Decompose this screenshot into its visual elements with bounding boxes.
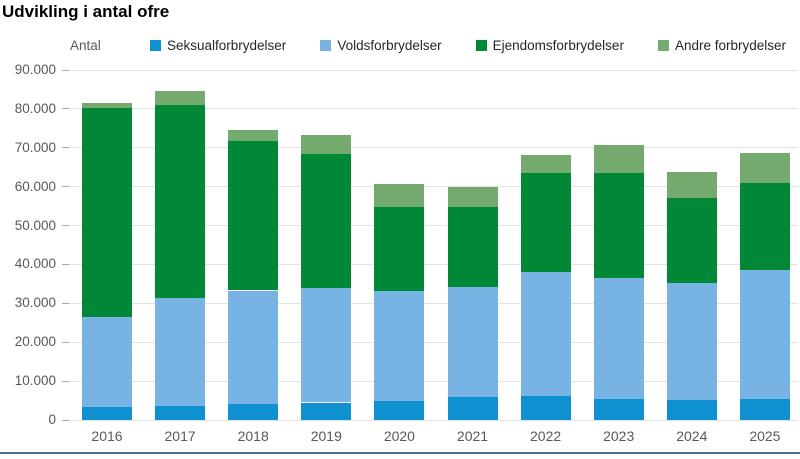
bar-segment-2016 xyxy=(82,102,132,109)
y-tick-label: 80.000 xyxy=(14,100,56,116)
y-tick-label: 40.000 xyxy=(14,256,56,272)
x-tick-label: 2018 xyxy=(237,428,269,444)
bar-segment-2021 xyxy=(447,206,498,288)
y-tick-label: 30.000 xyxy=(14,295,56,311)
y-tick-label: 70.000 xyxy=(14,139,56,155)
y-axis-tick xyxy=(62,419,69,421)
y-axis-tick xyxy=(62,108,69,110)
legend-item-label: Seksualforbrydelser xyxy=(167,37,287,53)
bar-segment-2025 xyxy=(739,270,790,399)
y-axis-tick xyxy=(62,302,69,304)
y-tick-label: 0 xyxy=(48,412,56,427)
y-tick-label: 90.000 xyxy=(14,62,56,77)
y-axis-tick xyxy=(62,147,69,149)
y-axis-tick xyxy=(62,380,69,382)
x-tick-label: 2021 xyxy=(456,428,489,444)
x-tick-label: 2017 xyxy=(164,428,196,444)
gridline xyxy=(62,186,798,188)
gridline xyxy=(62,263,798,265)
gridline xyxy=(62,419,798,421)
y-axis-unit-label: Antal xyxy=(70,38,101,53)
gridline xyxy=(62,147,798,149)
bar-segment-2021 xyxy=(447,186,498,207)
x-tick-label: 2016 xyxy=(91,428,123,444)
y-tick-label: 60.000 xyxy=(14,178,56,194)
legend-item: Andre forbrydelser xyxy=(657,37,786,53)
y-axis-tick xyxy=(62,263,69,265)
bar-segment-2016 xyxy=(82,108,132,318)
legend: Seksualforbrydelser Voldsforbrydelser Ejen… xyxy=(150,36,786,54)
legend-swatch-icon xyxy=(320,39,332,51)
chart-title: Udvikling i antal ofre xyxy=(2,2,170,21)
y-axis-tick xyxy=(62,341,69,343)
bar-segment-2024 xyxy=(666,172,717,198)
bar-segment-2018 xyxy=(228,404,279,420)
gridline xyxy=(62,341,798,343)
bar-segment-2019 xyxy=(301,287,352,403)
x-tick-label: 2025 xyxy=(749,428,781,444)
bar-segment-2024 xyxy=(666,197,717,283)
legend-item-label: Voldsforbrydelser xyxy=(337,37,442,53)
bar-segment-2017 xyxy=(155,406,206,420)
bar-segment-2016 xyxy=(82,406,132,420)
bar-segment-2018 xyxy=(228,129,279,141)
bar-segment-2020 xyxy=(374,207,425,291)
bar-segment-2023 xyxy=(593,278,644,400)
bar-segment-2017 xyxy=(155,104,206,298)
bar-segment-2019 xyxy=(301,154,352,288)
legend-item: Seksualforbrydelser xyxy=(150,38,286,53)
gridline xyxy=(62,380,798,382)
y-tick-label: 10.000 xyxy=(14,373,56,389)
y-axis-tick xyxy=(62,225,69,227)
x-tick-label: 2019 xyxy=(310,428,342,444)
bar-segment-2019 xyxy=(301,135,352,155)
bar-segment-2024 xyxy=(666,282,717,401)
bar-segment-2018 xyxy=(228,140,279,291)
bar-segment-2022 xyxy=(520,173,571,272)
bar-segment-2022 xyxy=(520,155,571,174)
y-axis-tick xyxy=(62,69,69,71)
legend-swatch-icon xyxy=(657,39,669,51)
gridline xyxy=(62,69,798,71)
bar-segment-2019 xyxy=(301,402,352,420)
bar-segment-2022 xyxy=(520,271,571,397)
x-tick-label: 2022 xyxy=(530,428,562,444)
bar-segment-2016 xyxy=(82,317,132,407)
legend-swatch-icon xyxy=(475,39,487,51)
legend-swatch-icon xyxy=(150,39,161,51)
bar-segment-2020 xyxy=(374,401,425,420)
bar-segment-2017 xyxy=(155,91,206,105)
gridline xyxy=(62,302,798,304)
bar-segment-2021 xyxy=(447,287,498,398)
bar-segment-2018 xyxy=(228,290,279,405)
bar-segment-2021 xyxy=(447,397,498,420)
x-tick-label: 2023 xyxy=(603,428,635,444)
bar-segment-2020 xyxy=(374,290,425,402)
x-tick-label: 2024 xyxy=(676,428,708,444)
y-axis-tick xyxy=(62,186,69,188)
y-tick-label: 50.000 xyxy=(14,217,56,233)
footer-rule xyxy=(0,452,800,454)
bar-segment-2022 xyxy=(520,396,571,420)
x-tick-label: 2020 xyxy=(383,428,415,444)
bar-segment-2024 xyxy=(666,400,717,420)
gridline xyxy=(62,108,798,110)
y-tick-label: 20.000 xyxy=(14,334,56,350)
bar-segment-2025 xyxy=(739,398,790,420)
gridline xyxy=(62,225,798,227)
legend-item-label: Ejendomsforbrydelser xyxy=(492,37,624,53)
bar-segment-2020 xyxy=(374,183,425,208)
legend-item: Voldsforbrydelser xyxy=(320,37,442,53)
legend-item: Ejendomsforbrydelser xyxy=(475,37,624,53)
bar-segment-2017 xyxy=(155,297,206,406)
bar-segment-2025 xyxy=(739,153,790,183)
bar-segment-2023 xyxy=(593,173,644,278)
legend-item-label: Andre forbrydelser xyxy=(674,37,786,53)
bar-segment-2023 xyxy=(593,144,644,174)
bar-segment-2025 xyxy=(739,182,790,271)
bar-segment-2023 xyxy=(593,399,644,420)
